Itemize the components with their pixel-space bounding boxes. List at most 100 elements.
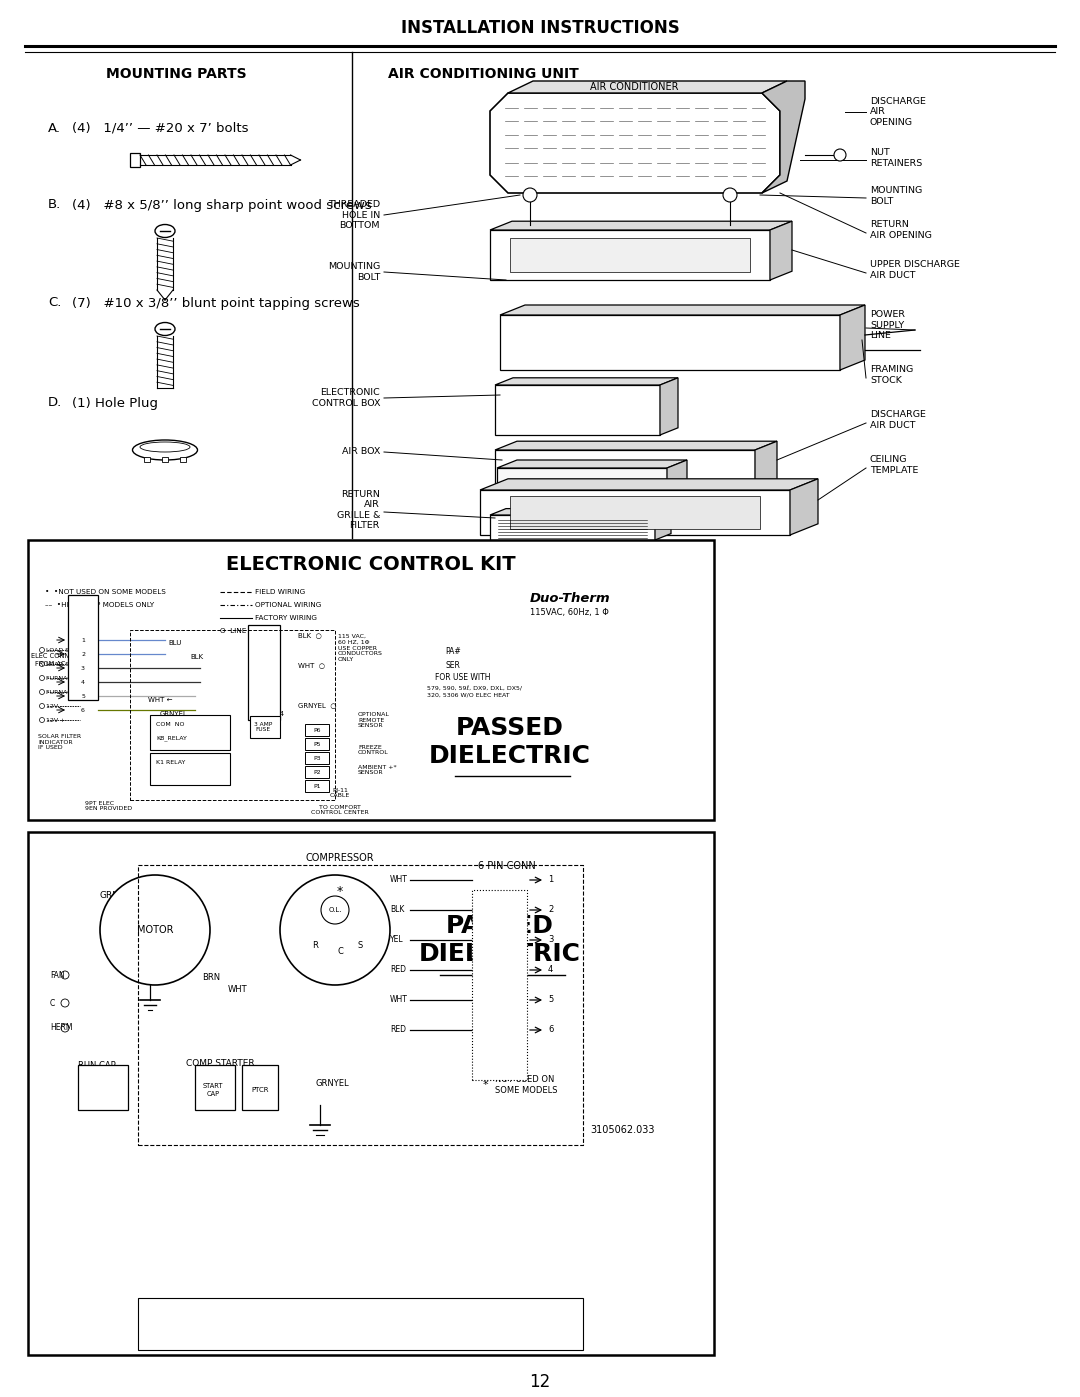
Text: MOTOR: MOTOR	[137, 925, 173, 935]
Text: C.: C.	[48, 296, 62, 310]
Text: CEILING
TEMPLATE: CEILING TEMPLATE	[870, 455, 918, 475]
Text: KB_RELAY: KB_RELAY	[156, 735, 187, 740]
Text: GRNYEL: GRNYEL	[315, 1078, 349, 1087]
Bar	[305, 738, 329, 750]
Text: P2: P2	[313, 770, 321, 774]
Bar	[130, 630, 335, 800]
Text: MOUNTING
BOLT: MOUNTING BOLT	[327, 263, 380, 282]
Text: SER: SER	[445, 661, 460, 669]
Ellipse shape	[133, 440, 198, 460]
Text: COMP STARTER: COMP STARTER	[186, 1059, 254, 1067]
Polygon shape	[755, 441, 777, 502]
Text: 3 AMP
FUSE: 3 AMP FUSE	[254, 722, 272, 732]
Text: ELEC CONN
FROM AC: ELEC CONN FROM AC	[31, 654, 69, 666]
Text: FURNACE -: FURNACE -	[46, 690, 80, 694]
Polygon shape	[840, 305, 865, 370]
Text: MOUNTING PARTS: MOUNTING PARTS	[106, 67, 246, 81]
Text: LOAD SHED: LOAD SHED	[46, 647, 83, 652]
Text: FAN: FAN	[50, 971, 65, 979]
Text: O  LINE SPLICE: O LINE SPLICE	[220, 629, 273, 634]
Text: RUN CAP: RUN CAP	[78, 1060, 116, 1070]
Text: 12: 12	[529, 1373, 551, 1391]
Circle shape	[321, 895, 349, 923]
Text: DISCHARGE
AIR
OPENING: DISCHARGE AIR OPENING	[870, 98, 926, 127]
Ellipse shape	[156, 323, 175, 335]
Text: 1: 1	[548, 876, 553, 884]
Polygon shape	[490, 221, 792, 231]
Bar	[28, 541, 714, 820]
Text: RETURN
AIR
GRILLE &
FILTER: RETURN AIR GRILLE & FILTER	[337, 490, 380, 529]
Bar	[305, 724, 329, 736]
Text: (7)   #10 x 3/8’’ blunt point tapping screws: (7) #10 x 3/8’’ blunt point tapping scre…	[72, 296, 360, 310]
Text: 3105062.033: 3105062.033	[590, 1125, 654, 1134]
Polygon shape	[490, 509, 671, 515]
Text: HERM: HERM	[50, 1024, 72, 1032]
Text: 3: 3	[81, 665, 85, 671]
Text: GRNYEL: GRNYEL	[160, 711, 188, 717]
Text: THREADED
HOLE IN
BOTTOM: THREADED HOLE IN BOTTOM	[328, 200, 380, 231]
Text: C: C	[50, 999, 55, 1007]
Text: 2: 2	[81, 651, 85, 657]
Text: FOR USE WITH: FOR USE WITH	[435, 673, 490, 683]
Text: 9PT ELEC
9EN PROVIDED: 9PT ELEC 9EN PROVIDED	[85, 800, 132, 812]
Text: 115VAC, 60Hz, 1 Φ: 115VAC, 60Hz, 1 Φ	[530, 609, 609, 617]
Polygon shape	[497, 460, 687, 468]
Text: C: C	[337, 947, 343, 957]
Text: AIR CONDITIONING UNIT: AIR CONDITIONING UNIT	[388, 67, 579, 81]
Bar	[305, 752, 329, 764]
Text: ELECTRONIC
CONTROL BOX: ELECTRONIC CONTROL BOX	[311, 388, 380, 408]
Text: OPTIONAL
REMOTE
SENSOR: OPTIONAL REMOTE SENSOR	[357, 711, 390, 728]
Bar	[78, 1065, 129, 1111]
Bar	[305, 780, 329, 792]
Text: 115 VAC,
60 HZ, 1Φ
USE COPPER
CONDUCTORS
ONLY: 115 VAC, 60 HZ, 1Φ USE COPPER CONDUCTORS…	[338, 634, 383, 662]
Text: RJ-11
CABLE: RJ-11 CABLE	[329, 788, 350, 799]
Polygon shape	[500, 314, 840, 370]
Bar	[144, 457, 150, 462]
Ellipse shape	[834, 149, 846, 161]
Text: 6: 6	[81, 707, 85, 712]
Text: 6 PIN CONN: 6 PIN CONN	[478, 861, 536, 870]
Text: MOUNTING
BOLT: MOUNTING BOLT	[870, 186, 922, 205]
Polygon shape	[490, 231, 770, 279]
Text: NUT
RETAINERS: NUT RETAINERS	[870, 148, 922, 168]
Text: WHT  ○: WHT ○	[298, 662, 325, 668]
Text: RED: RED	[108, 1070, 122, 1076]
Polygon shape	[762, 81, 805, 193]
Text: P6: P6	[313, 728, 321, 732]
Text: K1 RELAY: K1 RELAY	[156, 760, 186, 764]
Polygon shape	[495, 450, 755, 502]
Text: FRAMING
STOCK: FRAMING STOCK	[870, 365, 914, 384]
Text: WHT: WHT	[390, 876, 408, 884]
Text: FREEZE
CONTROL: FREEZE CONTROL	[357, 745, 389, 756]
Text: 1: 1	[81, 637, 85, 643]
Polygon shape	[667, 460, 687, 510]
Bar	[138, 1298, 583, 1350]
Text: NOT USED ON
SOME MODELS: NOT USED ON SOME MODELS	[495, 1076, 557, 1095]
Text: 5: 5	[81, 693, 85, 698]
Text: DISCHARGE
AIR DUCT: DISCHARGE AIR DUCT	[870, 411, 926, 430]
Bar	[150, 715, 230, 750]
Text: RETURN
AIR OPENING: RETURN AIR OPENING	[870, 221, 932, 240]
Text: B.: B.	[48, 198, 62, 211]
Text: 6: 6	[548, 1025, 553, 1035]
Bar	[162, 457, 168, 462]
Text: FACTORY WIRING: FACTORY WIRING	[255, 615, 318, 622]
Bar	[138, 865, 583, 1146]
Text: 12V + -: 12V + -	[46, 718, 69, 722]
Text: BLK: BLK	[190, 654, 203, 659]
Text: 4: 4	[81, 679, 85, 685]
Text: TO COMFORT
CONTROL CENTER: TO COMFORT CONTROL CENTER	[311, 805, 369, 816]
Text: F1    P4: F1 P4	[258, 711, 284, 717]
Text: FIELD WIRING: FIELD WIRING	[255, 590, 306, 595]
Polygon shape	[480, 479, 818, 490]
Text: R: R	[312, 940, 318, 950]
Circle shape	[100, 875, 210, 985]
Bar	[305, 766, 329, 778]
Bar	[248, 624, 280, 719]
Text: WHT ←: WHT ←	[148, 697, 173, 703]
Polygon shape	[654, 509, 671, 541]
Text: 12V - -: 12V - -	[46, 704, 67, 708]
Polygon shape	[495, 441, 777, 450]
Text: WHT: WHT	[78, 1070, 94, 1076]
Text: *: *	[337, 886, 343, 898]
